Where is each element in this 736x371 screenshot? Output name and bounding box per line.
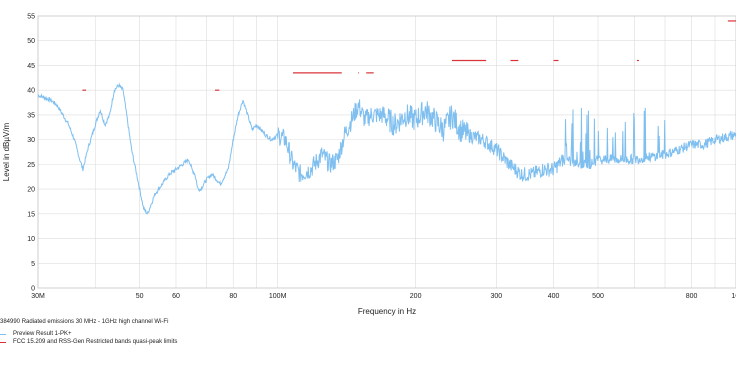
x-tick-labels: 30M 50 60 80 100M 200 300 400 500 800 1G (31, 293, 736, 300)
x-tick-label: 30M (31, 293, 45, 300)
x-tick-label: 300 (490, 293, 502, 300)
x-axis-label: Frequency in Hz (358, 307, 416, 316)
plot-frame (37, 15, 736, 289)
y-tick-label: 30 (27, 137, 35, 144)
series-preview-result-line (37, 82, 736, 215)
y-tick-label: 5 (31, 261, 35, 268)
x-tick-label: 100M (269, 293, 287, 300)
legend-label-limits: FCC 15.209 and RSS-Gen Restricted bands … (13, 339, 178, 345)
y-tick-label: 25 (27, 162, 35, 169)
series-group (37, 20, 736, 215)
x-tick-label: 1G (731, 293, 736, 300)
x-tick-label: 50 (136, 293, 144, 300)
plot-area (38, 16, 736, 288)
x-tick-label: 800 (686, 293, 698, 300)
y-tick-label: 10 (27, 236, 35, 243)
x-tick-label: 60 (172, 293, 180, 300)
y-tick-label: 20 (27, 187, 35, 194)
legend-swatch-limits (0, 341, 6, 343)
y-axis-label: Level in dBµV/m (2, 122, 11, 181)
y-tick-label: 45 (27, 63, 35, 70)
y-tick-label: 55 (27, 14, 35, 21)
x-tick-label: 80 (229, 293, 237, 300)
y-tick-labels: 0 5 10 15 20 25 30 35 40 45 50 55 (27, 14, 35, 293)
y-tick-label: 0 (31, 286, 35, 293)
x-tick-label: 500 (592, 293, 604, 300)
legend-label-preview: Preview Result 1-PK+ (13, 331, 72, 337)
x-tick-label: 400 (548, 293, 560, 300)
y-tick-label: 35 (27, 112, 35, 119)
y-tick-label: 50 (27, 38, 35, 45)
x-tick-label: 200 (410, 293, 422, 300)
legend-item-limits: FCC 15.209 and RSS-Gen Restricted bands … (0, 338, 177, 346)
chart-footer: 384990 Radiated emissions 30 MHz - 1GHz … (0, 318, 177, 346)
legend-swatch-preview (0, 333, 6, 335)
chart-title: 384990 Radiated emissions 30 MHz - 1GHz … (0, 319, 169, 325)
y-tick-label: 40 (27, 88, 35, 95)
y-tick-label: 15 (27, 211, 35, 218)
legend-item-preview: Preview Result 1-PK+ (0, 330, 177, 338)
